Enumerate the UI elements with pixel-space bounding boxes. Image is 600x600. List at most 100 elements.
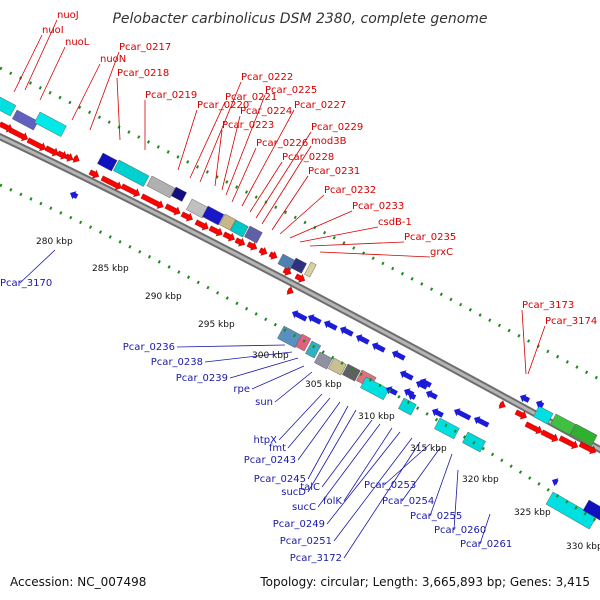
gene-block [295,333,312,352]
gene-block [12,109,39,131]
leader-line-pcar-0239 [229,357,299,379]
gene-label-nuoj: nuoJ [57,10,79,21]
gene-label-sucd: sucD [281,487,306,498]
gene-block [34,111,67,137]
gene-label-pcar-0238: Pcar_0238 [151,357,203,368]
gene-block [342,363,361,382]
forward-gene-arrow [498,400,506,409]
leader-line-pcar-0218 [116,77,121,141]
forward-gene-arrow [8,127,29,142]
leader-line-csdb-1 [299,226,379,243]
reverse-gene-arrow [70,191,79,200]
forward-gene-arrow [100,175,122,190]
forward-gene-arrow [194,219,209,231]
forward-gene-arrow [140,193,164,209]
gene-label-pcar-0254: Pcar_0254 [382,496,434,507]
kbp-label-310-kbp: 310 kbp [358,412,395,422]
reverse-gene-arrow [520,394,531,403]
reverse-gene-arrow [386,386,398,396]
leader-line-folk [343,427,393,502]
kbp-label-305-kbp: 305 kbp [305,380,342,390]
leader-line-pcar-0226 [231,147,257,203]
forward-gene-arrow [234,237,246,247]
kbp-label-325-kbp: 325 kbp [514,508,551,518]
leader-line-pcar-0225 [225,94,266,196]
gene-label-fmt: fmt [269,443,286,454]
gene-block [290,257,307,274]
leader-line-pcar-3174 [527,325,546,375]
gene-label-pcar-0232: Pcar_0232 [324,185,376,196]
leader-line-nuoi [13,34,43,93]
gene-label-pcar-0219: Pcar_0219 [145,90,197,101]
gene-block [171,186,187,202]
gene-label-htpx: htpX [254,435,278,446]
leader-line-talc [321,419,373,488]
kbp-label-285-kbp: 285 kbp [92,264,129,274]
forward-gene-arrow [514,409,527,420]
gene-block [545,491,597,530]
gene-label-grxc: grxC [430,247,453,258]
leader-line-fmt [287,397,331,449]
gene-label-pcar-0233: Pcar_0233 [352,201,404,212]
reverse-gene-arrow [426,390,438,400]
leader-line-pcar-0233 [289,210,353,239]
gene-label-pcar-0224: Pcar_0224 [240,106,292,117]
gene-label-pcar-0222: Pcar_0222 [241,72,293,83]
reverse-gene-arrow [308,314,322,325]
gene-label-pcar-0231: Pcar_0231 [308,166,360,177]
gene-label-pcar-0243: Pcar_0243 [244,455,296,466]
gene-tracks [0,96,600,530]
gene-label-csdb-1: csdB-1 [378,217,412,228]
gene-label-pcar-3173: Pcar_3173 [522,300,574,311]
forward-gene-arrow [120,183,141,198]
kbp-label-330-kbp: 330 kbp [566,542,600,552]
leader-line-pcar-0238 [204,351,293,363]
leader-line-pcar-0220 [177,109,198,171]
gene-label-nuon: nuoN [100,54,126,65]
leader-line-pcar-3172 [343,441,421,559]
gene-label-folk: folK [323,496,342,507]
gene-label-sun: sun [255,397,273,408]
leader-line-pcar-0232 [279,194,325,235]
gene-block [97,152,118,172]
kbp-label-300-kbp: 300 kbp [252,351,289,361]
leader-line-pcar-0221 [189,101,226,179]
forward-gene-arrow [44,145,59,157]
forward-gene-arrow [180,211,193,222]
gene-block [314,351,333,370]
forward-gene-arrow [72,154,80,163]
kbp-label-290-kbp: 290 kbp [145,292,182,302]
forward-gene-arrow [282,266,292,276]
gene-label-pcar-0261: Pcar_0261 [460,539,512,550]
forward-gene-arrow [268,250,278,260]
forward-gene-arrow [56,150,68,160]
gene-label-pcar-0223: Pcar_0223 [222,120,274,131]
leader-line-pcar-0217 [89,51,120,131]
gene-label-rpe: rpe [233,384,250,395]
gene-block [230,219,249,238]
gene-label-pcar-0218: Pcar_0218 [117,68,169,79]
reverse-gene-arrow [324,320,338,331]
leader-line-rpe [251,365,305,390]
gene-label-nuoi: nuoI [42,25,64,36]
kbp-scale: 280 kbp 285 kbp 290 kbp 295 kbp 300 kbp 305 k… [36,237,600,552]
leader-line-pcar-0251 [333,437,413,542]
leader-line-pcar-0253 [383,443,431,486]
reverse-gene-arrow [292,310,308,322]
kbp-label-320-kbp: 320 kbp [462,475,499,485]
reverse-gene-arrow [356,334,370,345]
leader-line-htpx [278,393,323,441]
gene-block [304,261,317,278]
gene-block [146,175,176,199]
gene-label-pcar-0221: Pcar_0221 [225,92,277,103]
gene-label-pcar-0229: Pcar_0229 [311,122,363,133]
gene-label-pcar-0226: Pcar_0226 [256,138,308,149]
gene-label-pcar-0239: Pcar_0239 [176,373,228,384]
gene-label-pcar-3170: Pcar_3170 [0,278,52,289]
leader-line-pcar-0261 [479,513,491,545]
forward-gene-arrow [88,169,100,179]
reverse-gene-arrow [372,342,386,353]
